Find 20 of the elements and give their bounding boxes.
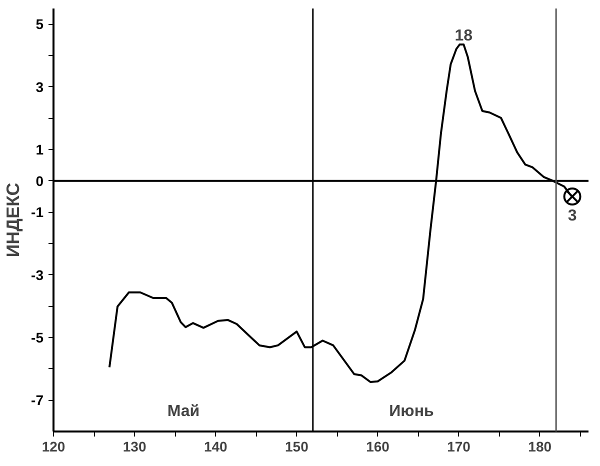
x-tick-label: 150 xyxy=(285,438,309,454)
annotation: Май xyxy=(167,403,200,420)
annotation: 18 xyxy=(454,28,473,45)
y-axis-title: ИНДЕКС xyxy=(3,182,24,258)
y-tick-label: 0 xyxy=(36,172,44,189)
y-tick-label: 3 xyxy=(36,78,44,95)
annotation: 3 xyxy=(568,208,577,224)
x-tick-label: 160 xyxy=(366,438,390,454)
x-tick-label: 120 xyxy=(42,438,66,454)
y-tick-label: -1 xyxy=(31,204,44,220)
x-tick-label: 180 xyxy=(528,438,552,454)
y-tick-label: -3 xyxy=(31,266,44,283)
y-tick-label: -5 xyxy=(31,330,44,346)
x-tick-label: 140 xyxy=(204,438,228,454)
y-tick-label: 1 xyxy=(36,142,44,158)
y-tick-label: 5 xyxy=(36,16,44,32)
annotation: Июнь xyxy=(389,403,434,420)
x-tick-label: 130 xyxy=(122,438,146,454)
y-tick-label: -7 xyxy=(31,392,44,408)
x-tick-label: 170 xyxy=(447,438,471,454)
